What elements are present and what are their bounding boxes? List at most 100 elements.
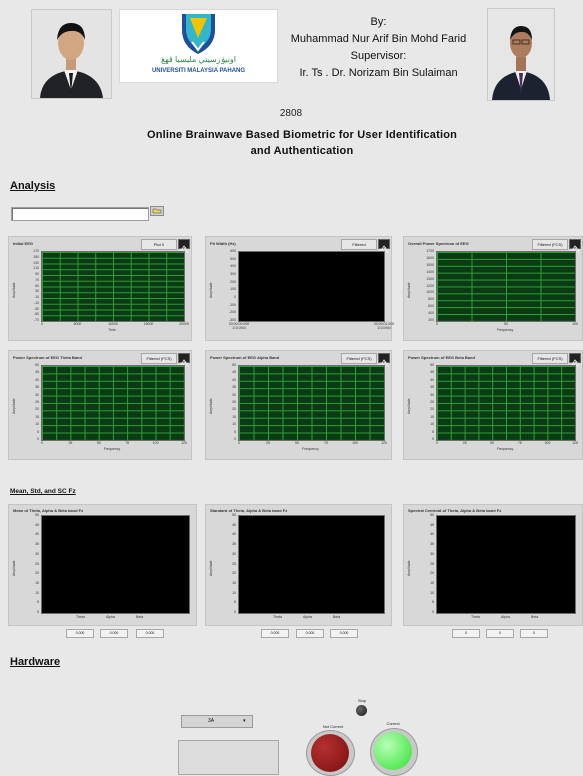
file-path-input[interactable] [11,207,149,221]
y-tick-label: -10 [33,300,39,305]
graph-legend[interactable]: Filtered (FCS) [532,353,568,364]
graph-title: Spectral Centroid of Theta, Alpha & Beta… [408,508,502,513]
graph-panel: Power Spectrum of EEG Beta Band Filtered … [403,350,583,460]
y-tick-label: 0 [234,610,236,614]
y-tick-label: 30 [35,551,39,556]
graph-palette-icon[interactable] [178,239,190,253]
x-axis-label: Frequency [103,447,121,451]
y-tick-label: 15 [430,414,434,419]
graph-plot-area[interactable] [436,251,576,322]
graph-plot-area[interactable] [41,515,190,614]
x-tick-label: 50 [490,441,495,445]
graph-plot-area[interactable] [41,251,185,322]
folder-browse-icon[interactable] [150,206,164,216]
y-tick-label: 20 [232,407,236,412]
x-tick-label: 25 [462,441,467,445]
y-tick-label: 5 [432,600,434,605]
x-axis-label: Frequency [496,328,514,332]
x-tick-label: 75 [125,441,130,445]
y-tick-label: 25 [232,400,236,404]
y-tick-label: 200 [428,318,434,322]
stop-button[interactable] [356,705,367,716]
y-tick-label: 1700 [426,249,434,253]
x-tick-label: 0 [41,322,43,326]
y-tick-label: 45 [430,522,434,527]
x-category-label: Alpha [501,615,510,619]
feature-graph-panel: Spectral Centroid of Theta, Alpha & Beta… [403,504,583,626]
x-category-label: Alpha [303,615,312,619]
graph-legend[interactable]: Filtered (FCS) [532,239,568,250]
graph-plot-area[interactable] [238,365,385,441]
y-tick-label: 5 [432,429,434,434]
graph-plot-area[interactable] [436,515,576,614]
y-axis-label: Amplitude [407,398,411,414]
graph-plot-area[interactable] [436,365,576,441]
features-heading: Mean, Std, and SC Fz [10,488,76,495]
credits: By: Muhammad Nur Arif Bin Mohd Farid Sup… [272,14,485,82]
graph-title: Initial EEG [13,241,34,246]
y-tick-label: 30 [430,551,434,556]
logo-text-arabic: اونيۏرسيتي مليسيا ڤهڠ [160,55,237,64]
x-tick-label: 20000 [179,322,189,326]
graph-palette-icon[interactable] [378,353,390,367]
x-tick-label: 25 [266,441,270,445]
y-axis-label: Amplitude [209,559,213,576]
y-tick-label: 0 [432,437,434,441]
project-title-line-2: and Authentication [250,145,354,157]
graph-legend[interactable]: Plot 0 [141,239,177,250]
y-tick-label: 10 [430,590,434,595]
y-tick-label: 800 [428,297,434,302]
y-axis-label: Amplitude [12,281,16,298]
graph-plot-area[interactable] [238,515,385,614]
y-tick-label: 40 [35,532,39,537]
x-axis-label: Frequency [302,447,319,451]
graph-plot-area[interactable] [41,365,185,441]
y-tick-label: 400 [230,264,236,269]
x-tick-label: 75 [517,441,522,445]
port-dropdown[interactable]: 3A ▾ [181,715,253,728]
y-tick-label: 15 [35,414,39,419]
y-tick-label: 50 [35,363,39,367]
graph-palette-icon[interactable] [378,239,390,253]
graph-legend[interactable]: Filtered [341,239,377,250]
y-tick-label: 25 [430,561,434,566]
y-tick-label: 150 [33,254,39,259]
x-category-label: Alpha [106,615,115,619]
x-tick-label: 10000 [108,322,118,326]
x-tick-label: 0 [41,441,43,445]
hardware-heading: Hardware [10,656,61,668]
y-tick-label: 70 [35,277,39,282]
y-tick-label: 50 [35,283,39,288]
y-tick-label: 50 [232,513,236,517]
graph-palette-icon[interactable] [569,353,581,367]
y-tick-label: 90 [35,272,39,276]
feature-graph-panel: Mean of Theta, Alpha & Beta band Fz 50 45 4… [8,504,197,626]
y-tick-label: 15 [430,580,434,585]
value-indicator: 0.000 [66,629,94,638]
graph-title: Power Spectrum of EEG Theta Band [13,355,82,360]
x-tick-label: 100 [544,441,551,445]
graph-palette-icon[interactable] [178,353,190,367]
y-tick-label: -100 [228,302,236,307]
y-tick-label: 25 [232,561,236,566]
graph-legend[interactable]: Filtered (FCS) [341,353,377,364]
y-tick-label: 45 [35,522,39,527]
port-dropdown-value: 3A [208,718,215,724]
x-tick-label: 5000 [73,322,82,326]
y-tick-label: 20 [430,407,434,412]
graph-palette-icon[interactable] [569,239,581,253]
graph-plot-area[interactable] [238,251,385,322]
y-tick-label: 20 [430,571,434,576]
x-tick-label: 100 [572,322,578,326]
y-tick-label: 45 [430,370,434,375]
y-tick-label: 110 [33,266,39,271]
y-tick-label: 5 [37,429,39,434]
y-tick-label: 0 [234,295,236,299]
y-tick-label: 1500 [426,262,434,267]
y-tick-label: 25 [430,400,434,404]
y-tick-label: 1000 [426,290,434,295]
y-tick-label: 20 [35,407,39,412]
graph-legend[interactable]: Filtered (FCS) [141,353,177,364]
y-tick-label: -200 [228,310,236,315]
y-tick-label: 30 [35,392,39,397]
